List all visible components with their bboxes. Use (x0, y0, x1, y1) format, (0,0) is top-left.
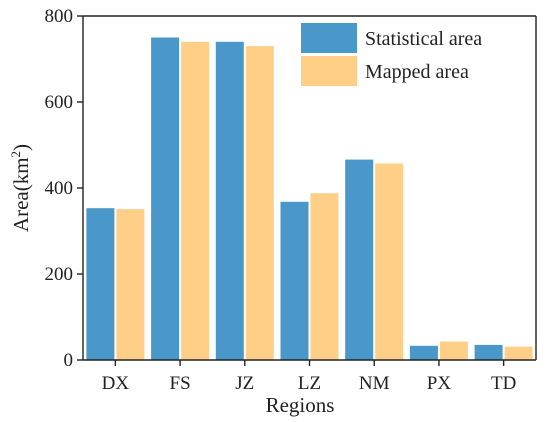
bar-mapped-nm (375, 163, 404, 360)
x-axis-title: Regions (266, 393, 335, 417)
y-axis-title-superscript: 2 (8, 151, 23, 158)
bar-statistical-jz (215, 41, 244, 361)
x-tick-label-px: PX (427, 373, 452, 394)
bar-mapped-px (439, 341, 468, 360)
y-tick-label: 800 (45, 6, 74, 27)
x-tick-label-jz: JZ (235, 373, 254, 394)
bar-mapped-dx (116, 209, 145, 360)
x-tick-label-td: TD (491, 373, 516, 394)
legend-swatch-statistical (301, 23, 357, 53)
legend: Statistical area Mapped area (301, 23, 482, 86)
legend-label-statistical: Statistical area (365, 28, 482, 50)
x-tick-label-fs: FS (170, 373, 191, 394)
bar-statistical-dx (86, 208, 115, 360)
bar-statistical-td (474, 344, 503, 360)
x-tick-label-nm: NM (359, 373, 390, 394)
bar-statistical-lz (280, 201, 309, 360)
ticks-group: 0 200 400 600 800 DX FS JZ LZ NM PX TD (45, 6, 517, 394)
bar-mapped-jz (245, 46, 274, 360)
y-axis-title: Area(km2) (8, 144, 33, 232)
legend-label-mapped: Mapped area (365, 61, 469, 83)
x-tick-label-lz: LZ (298, 373, 321, 394)
legend-swatch-mapped (301, 56, 357, 86)
y-axis-title-main: Area(km (9, 157, 33, 232)
y-tick-label: 200 (45, 264, 74, 285)
x-tick-label-dx: DX (102, 373, 130, 394)
bar-statistical-px (409, 345, 438, 360)
bar-mapped-fs (181, 41, 210, 361)
y-tick-label: 600 (45, 92, 74, 113)
bar-mapped-td (504, 346, 533, 360)
bar-statistical-fs (151, 37, 180, 360)
bar-statistical-nm (345, 159, 374, 360)
bar-mapped-lz (310, 193, 339, 360)
y-tick-label: 0 (64, 350, 74, 371)
y-tick-label: 400 (45, 178, 74, 199)
bars-group (86, 37, 533, 361)
y-axis-title-close: ) (9, 144, 33, 151)
